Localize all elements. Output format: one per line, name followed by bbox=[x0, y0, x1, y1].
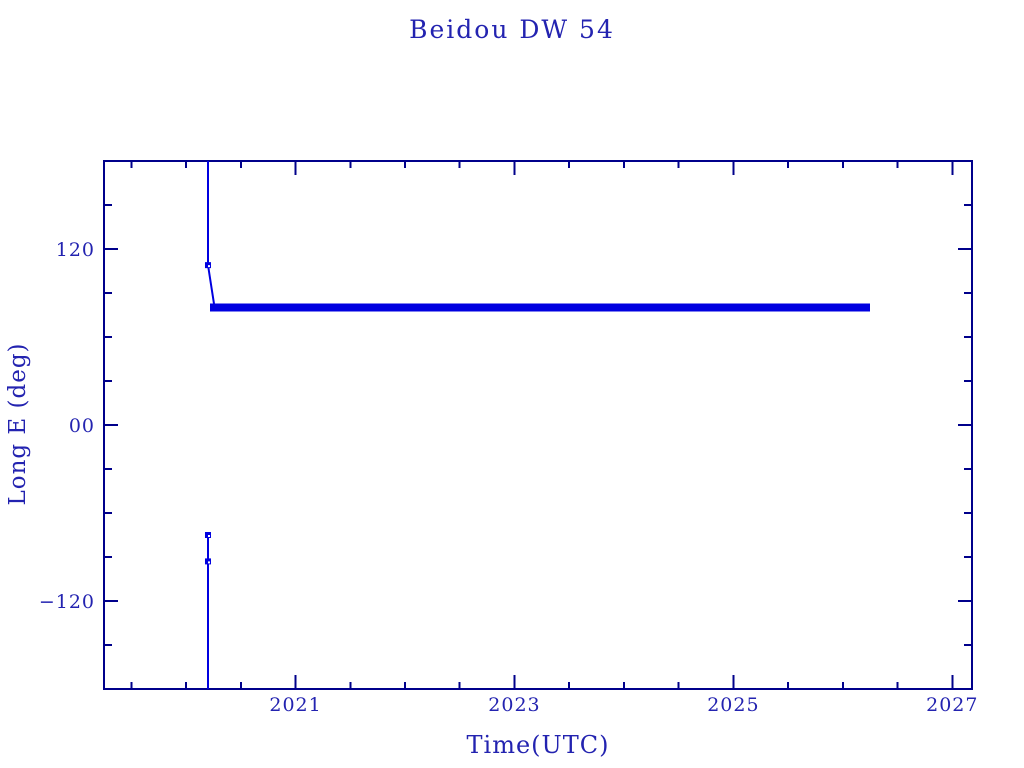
x-tick-label: 2027 bbox=[926, 694, 978, 716]
data-drift-segment bbox=[207, 161, 216, 308]
y-tick-label: −120 bbox=[39, 591, 95, 613]
y-tick-label: 120 bbox=[56, 239, 95, 261]
x-axis-title: Time(UTC) bbox=[466, 731, 610, 759]
y-tick-label: 00 bbox=[69, 415, 95, 437]
data-point-marker-center bbox=[207, 561, 210, 564]
data-point-marker-center bbox=[207, 535, 210, 537]
chart-title: Beidou DW 54 bbox=[409, 15, 615, 44]
x-tick-label: 2023 bbox=[488, 694, 540, 716]
x-tick-label: 2021 bbox=[269, 694, 321, 716]
data-point-marker-center bbox=[207, 265, 210, 268]
x-tick-label: 2025 bbox=[707, 694, 759, 716]
chart-frame bbox=[103, 160, 973, 690]
y-axis-title: Long E (deg) bbox=[5, 342, 31, 506]
